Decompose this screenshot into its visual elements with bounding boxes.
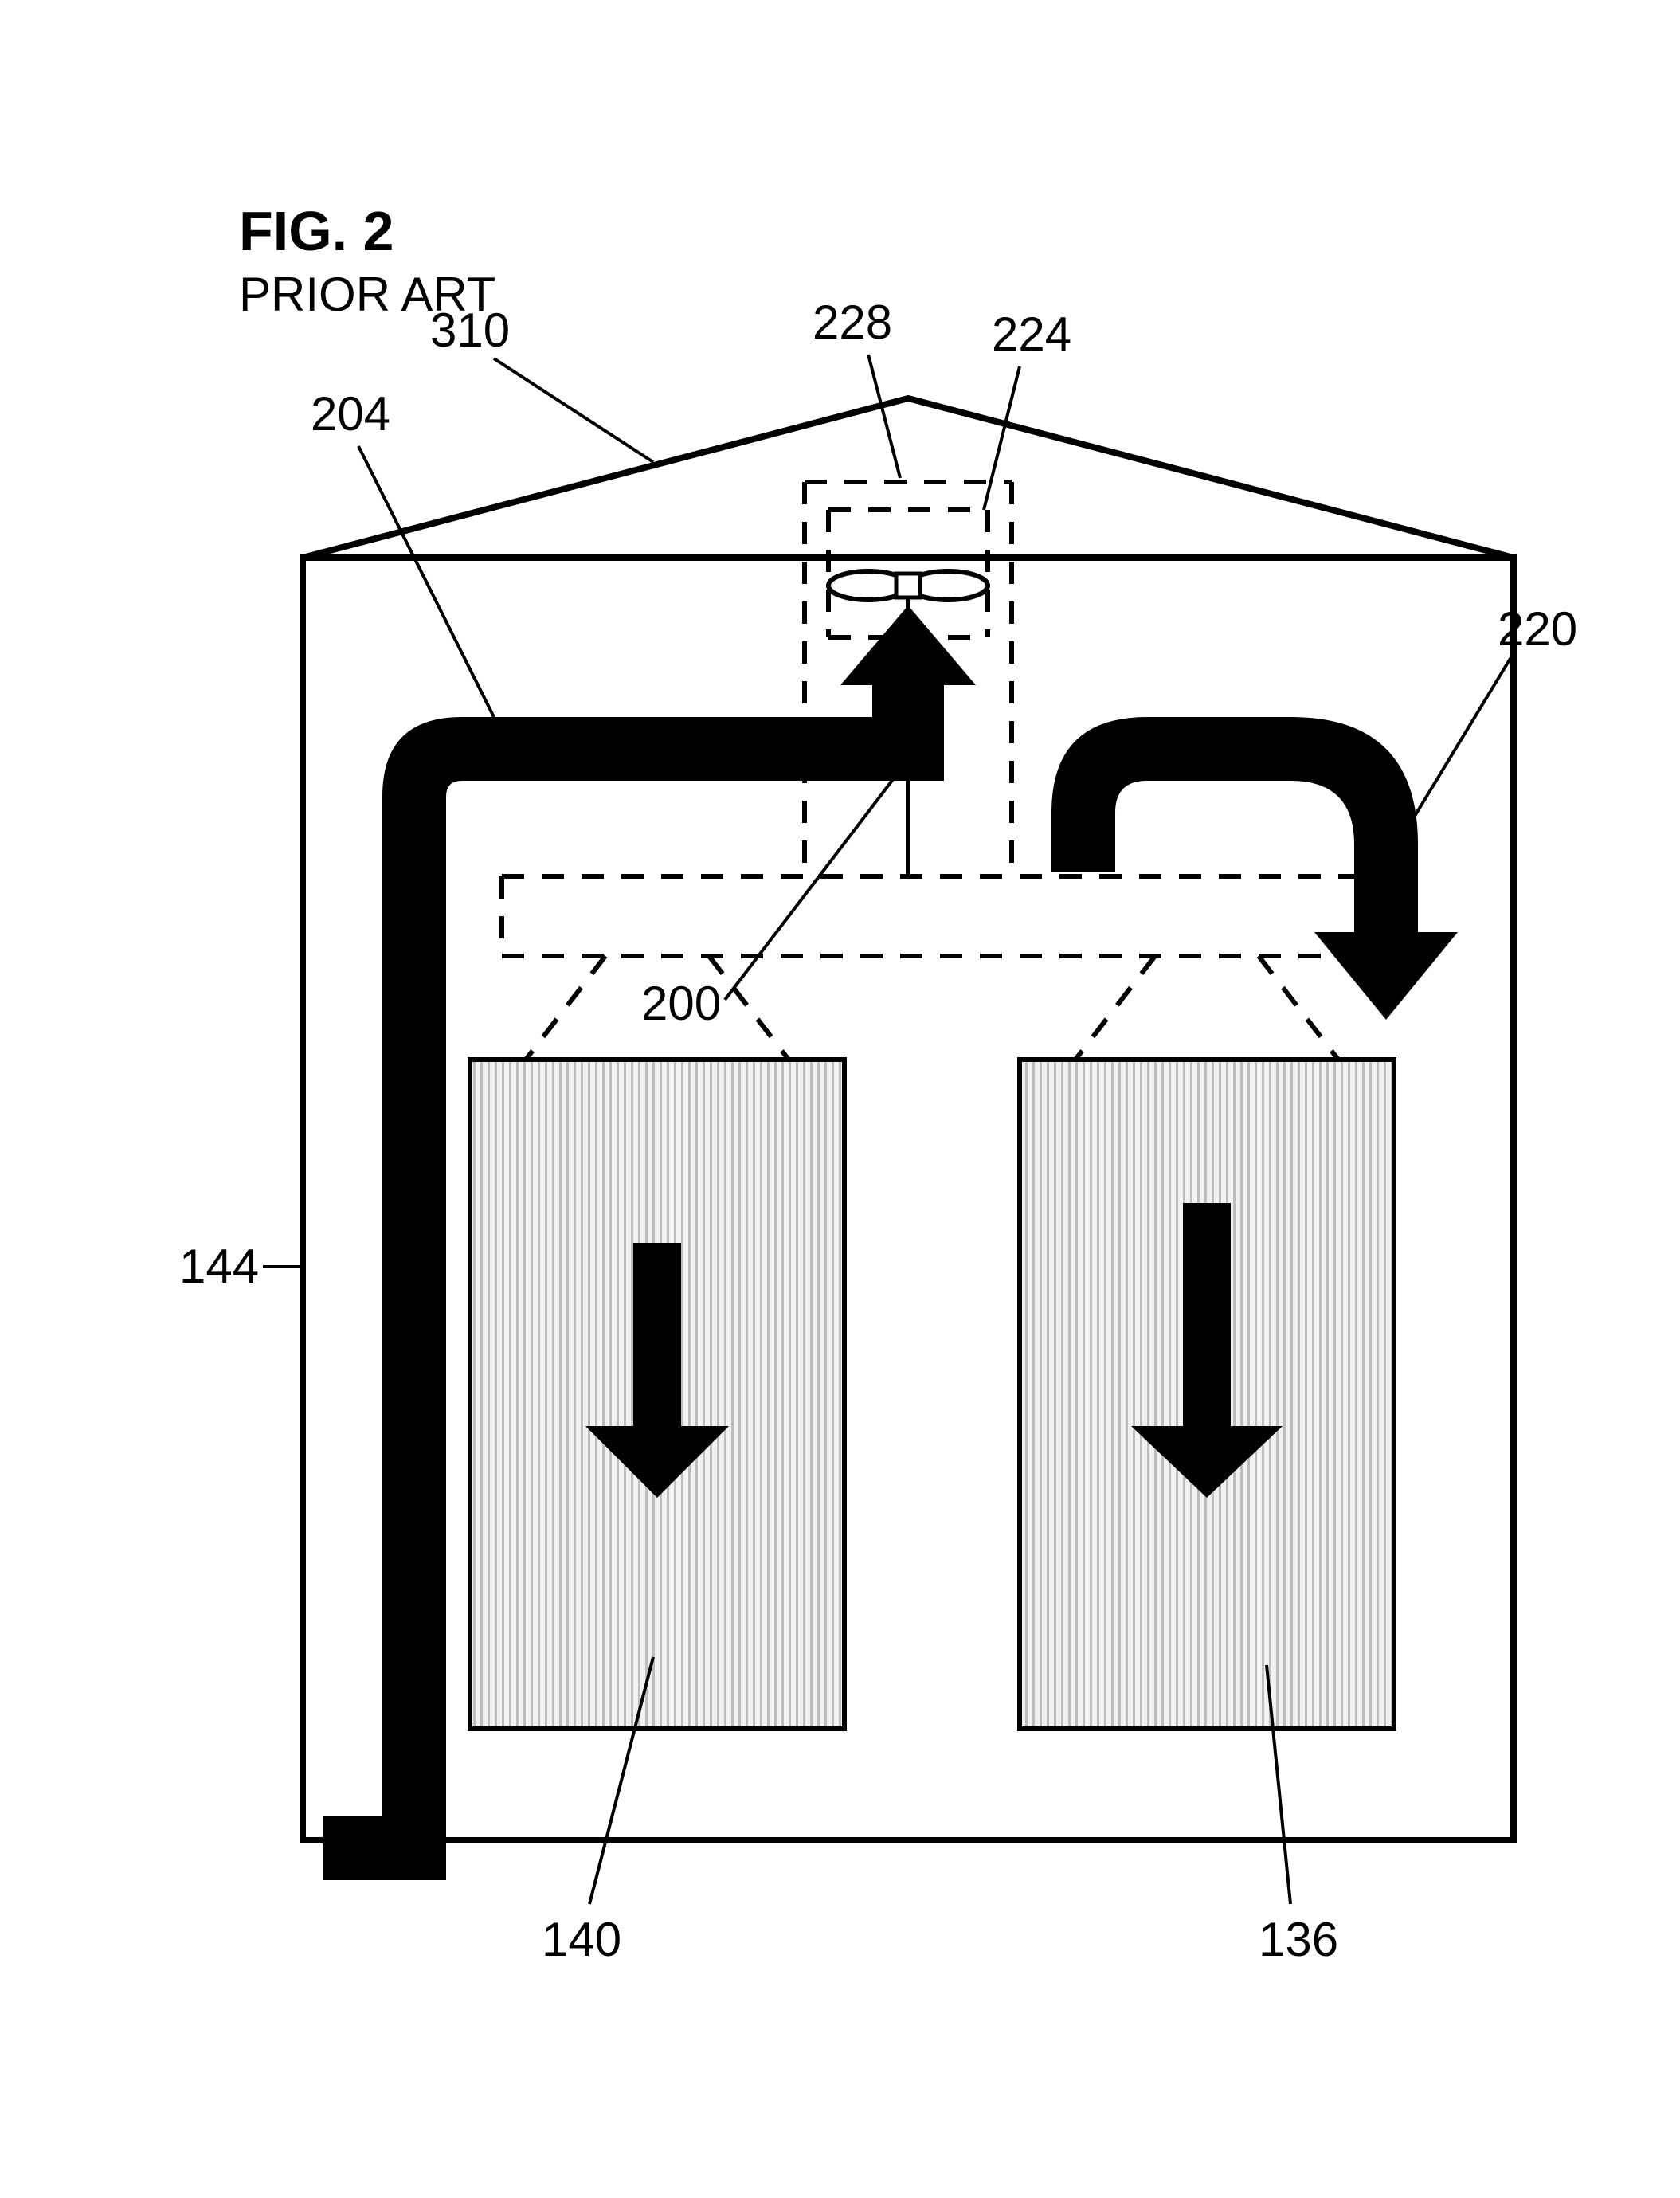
label-144: 144 (179, 1239, 259, 1294)
leader-204 (358, 446, 494, 717)
leader-224 (984, 366, 1020, 510)
label-204: 204 (311, 386, 390, 441)
roof (303, 398, 1514, 558)
leader-310 (494, 358, 653, 462)
flow-arrow-right (1051, 717, 1458, 1020)
label-228: 228 (813, 295, 892, 350)
label-136: 136 (1259, 1912, 1338, 1967)
label-220: 220 (1498, 601, 1577, 656)
duct-horizontal (502, 876, 1362, 956)
callout-200-line (725, 765, 904, 1000)
label-140: 140 (542, 1912, 621, 1967)
label-200: 200 (641, 976, 721, 1031)
figure-root: FIG. 2 PRIOR ART (0, 0, 1680, 2198)
leader-228 (868, 355, 900, 478)
label-224: 224 (992, 307, 1071, 362)
label-310: 310 (430, 303, 510, 358)
